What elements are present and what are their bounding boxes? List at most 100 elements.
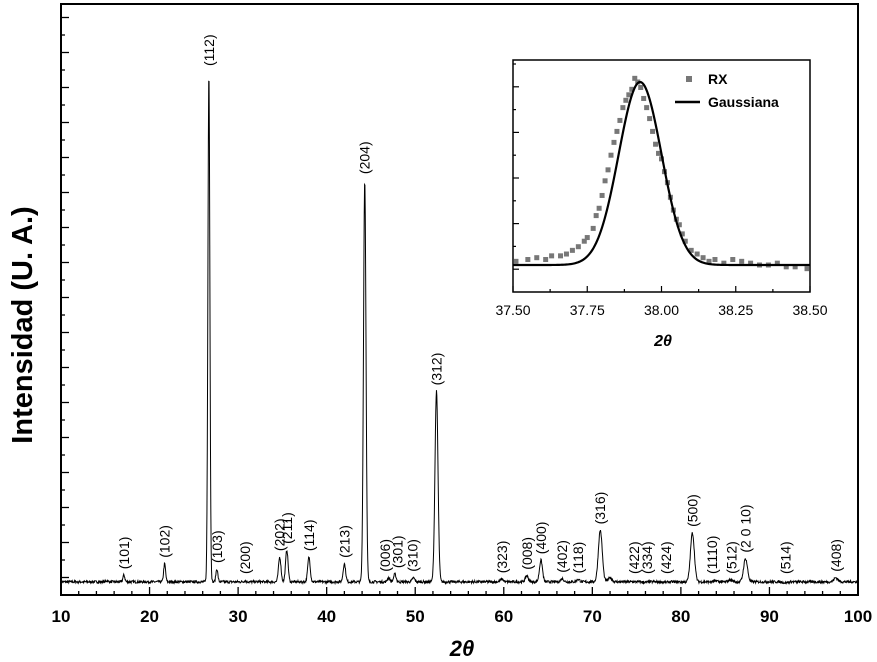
main-x-axis-title: 2θ bbox=[449, 636, 475, 661]
rx-point bbox=[525, 257, 531, 263]
peak-label: (514) bbox=[777, 541, 793, 574]
peak-label: (213) bbox=[336, 525, 352, 558]
main-axis-ticks bbox=[60, 16, 859, 596]
peak-labels: (101) (102) (112) (103) (200) (202)(211) (114)… bbox=[116, 34, 844, 574]
inset-x-tick-label: 38.25 bbox=[718, 302, 753, 318]
rx-point bbox=[629, 86, 635, 92]
legend-rx-marker bbox=[686, 76, 692, 82]
peak-label: (1110) bbox=[704, 536, 720, 574]
peak-label: (112) bbox=[201, 34, 217, 66]
peak-label: (114) bbox=[301, 519, 317, 551]
inset-x-tick-label: 38.00 bbox=[644, 302, 679, 318]
rx-point bbox=[644, 105, 650, 111]
rx-point bbox=[513, 258, 519, 264]
inset-x-tick-label: 38.50 bbox=[792, 302, 827, 318]
rx-point bbox=[688, 247, 694, 253]
peak-label: (334) bbox=[639, 541, 655, 574]
legend-rx-label: RX bbox=[708, 71, 728, 87]
rx-point bbox=[700, 255, 706, 261]
rx-point bbox=[638, 84, 644, 90]
rx-point bbox=[584, 235, 590, 241]
main-x-tick-label: 100 bbox=[844, 607, 872, 626]
rx-point bbox=[543, 257, 549, 263]
rx-point bbox=[712, 257, 718, 263]
rx-point bbox=[590, 225, 596, 231]
inset-x-tick-label: 37.50 bbox=[495, 302, 530, 318]
peak-label: (200) bbox=[237, 541, 253, 574]
rx-point bbox=[792, 264, 798, 270]
peak-label: (400) bbox=[533, 522, 549, 555]
peak-label: (500) bbox=[684, 494, 700, 527]
main-x-tick-label: 80 bbox=[671, 607, 690, 626]
inset-chart: 37.50 37.75 38.00 38.25 38.50 2θ RX Gaussian… bbox=[495, 59, 828, 350]
peak-label: (204) bbox=[357, 141, 373, 174]
rx-point bbox=[682, 238, 688, 244]
peak-label: (512) bbox=[723, 541, 739, 574]
main-plot-frame bbox=[60, 3, 859, 596]
rx-point bbox=[748, 260, 754, 266]
rx-point bbox=[804, 266, 810, 272]
inset-gaussian-fit-line bbox=[513, 80, 810, 267]
peak-label: (424) bbox=[658, 541, 674, 574]
rx-point bbox=[641, 95, 647, 101]
inset-rx-points bbox=[513, 75, 810, 272]
rx-point bbox=[558, 253, 564, 259]
inset-plot-frame bbox=[512, 59, 811, 293]
peak-label: (102) bbox=[157, 525, 173, 558]
main-x-tick-label: 20 bbox=[140, 607, 159, 626]
rx-point bbox=[774, 260, 780, 266]
rx-point bbox=[581, 238, 587, 244]
peak-label: (323) bbox=[494, 541, 510, 574]
peak-label: (2 0 10) bbox=[737, 504, 753, 552]
rx-point bbox=[599, 192, 605, 198]
main-x-tick-label: 40 bbox=[317, 607, 336, 626]
rx-point bbox=[620, 105, 626, 111]
peak-label: (103) bbox=[209, 530, 225, 563]
rx-point bbox=[679, 231, 685, 237]
rx-point bbox=[730, 257, 736, 263]
rx-point bbox=[706, 258, 712, 264]
peak-label: (316) bbox=[592, 492, 608, 525]
main-x-tick-label: 60 bbox=[494, 607, 513, 626]
rx-point bbox=[534, 255, 540, 261]
main-x-tick-label: 10 bbox=[52, 607, 71, 626]
rx-point bbox=[575, 244, 581, 250]
rx-point bbox=[605, 167, 611, 173]
peak-label: (101) bbox=[116, 537, 132, 570]
rx-point bbox=[549, 253, 555, 259]
inset-x-tick-label: 37.75 bbox=[570, 302, 605, 318]
peak-label: (402) bbox=[554, 540, 570, 573]
rx-point bbox=[783, 264, 789, 270]
rx-point bbox=[632, 75, 638, 81]
main-y-axis-title: Intensidad (U. A.) bbox=[7, 206, 39, 443]
main-x-tick-labels: 10 20 30 40 50 60 70 80 90 100 bbox=[52, 607, 873, 626]
peak-label: (008) bbox=[519, 537, 535, 570]
rx-point bbox=[739, 258, 745, 264]
main-x-tick-label: 90 bbox=[760, 607, 779, 626]
inset-legend: RX Gaussiana bbox=[675, 71, 779, 110]
rx-point bbox=[563, 251, 569, 257]
rx-point bbox=[611, 139, 617, 145]
peak-label: (310) bbox=[405, 539, 421, 572]
rx-point bbox=[647, 116, 653, 122]
inset-x-tick-labels: 37.50 37.75 38.00 38.25 38.50 bbox=[495, 302, 827, 318]
peak-label: (118) bbox=[570, 542, 586, 574]
peak-label: (202) bbox=[272, 518, 288, 551]
inset-axis-ticks bbox=[512, 63, 811, 292]
rx-point bbox=[602, 178, 608, 184]
rx-point bbox=[676, 222, 682, 228]
peak-label: (422) bbox=[626, 541, 642, 574]
inset-x-axis-title: 2θ bbox=[653, 333, 672, 350]
main-x-tick-label: 70 bbox=[583, 607, 602, 626]
rx-point bbox=[694, 251, 700, 257]
peak-label: (211) bbox=[279, 512, 295, 544]
rx-point bbox=[626, 92, 632, 98]
rx-point bbox=[650, 128, 656, 134]
rx-point bbox=[569, 247, 575, 253]
peak-label: (312) bbox=[429, 353, 445, 386]
peak-label: (301) bbox=[390, 535, 406, 568]
rx-point bbox=[623, 97, 629, 103]
rx-point bbox=[608, 152, 614, 158]
main-x-tick-label: 50 bbox=[406, 607, 425, 626]
